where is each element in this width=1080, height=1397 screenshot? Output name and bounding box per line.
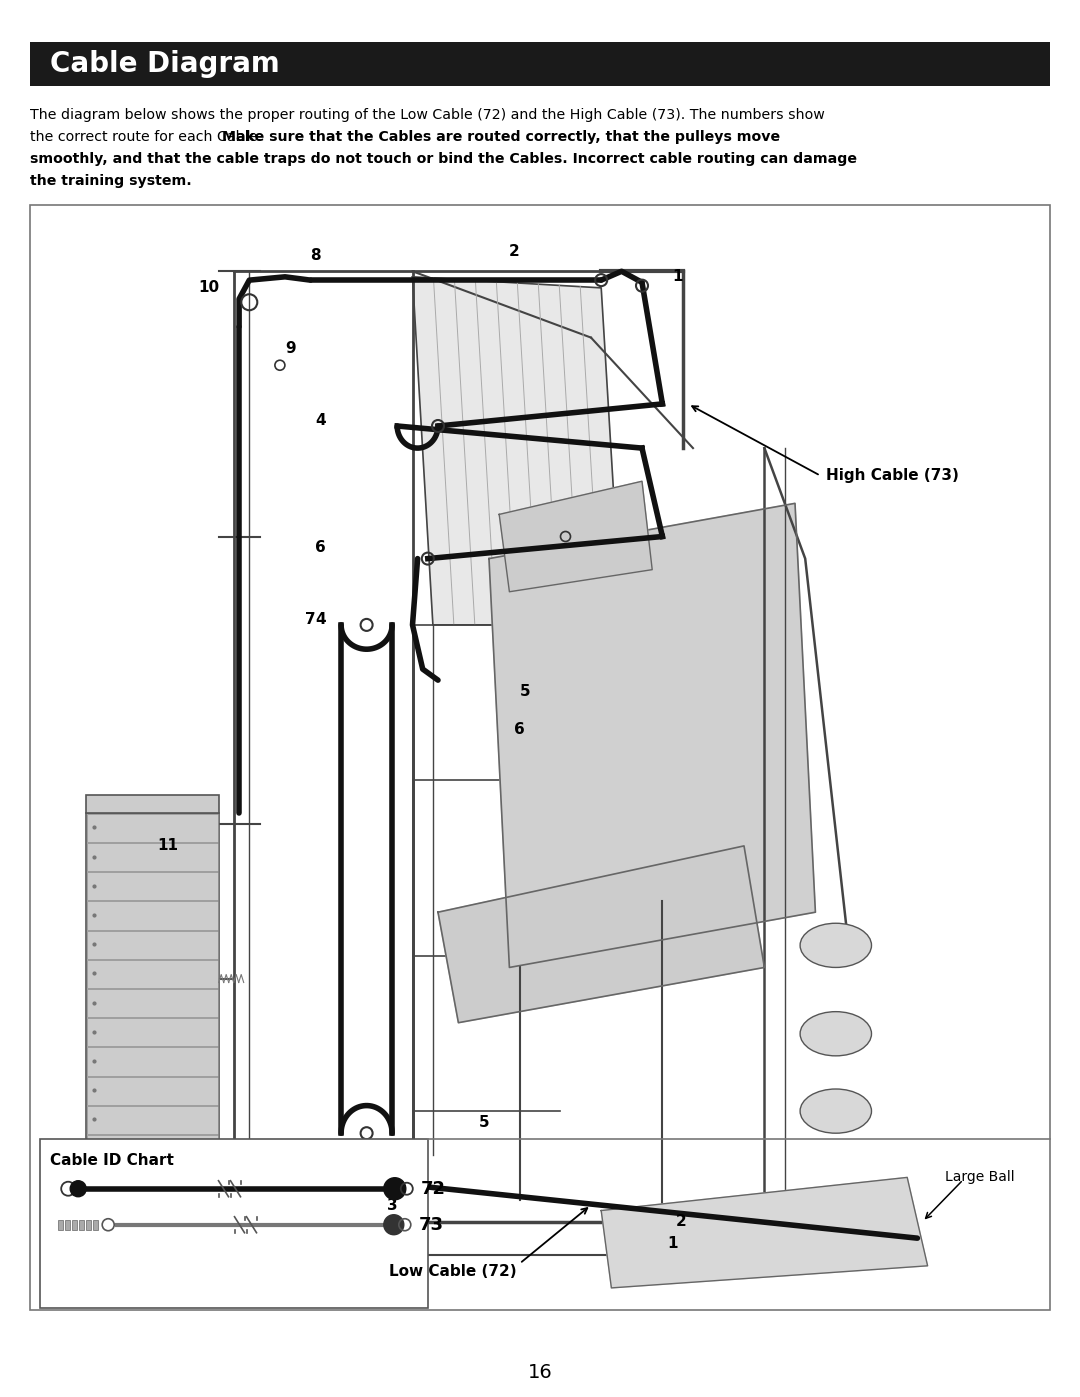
Text: 3: 3 bbox=[387, 1197, 397, 1213]
Bar bbox=[72, 1220, 77, 1229]
Text: 2: 2 bbox=[509, 244, 519, 258]
Bar bbox=[40, 1139, 428, 1308]
Text: Cable ID Chart: Cable ID Chart bbox=[50, 1153, 174, 1168]
Ellipse shape bbox=[800, 923, 872, 968]
Text: the training system.: the training system. bbox=[30, 175, 192, 189]
Circle shape bbox=[70, 1180, 86, 1197]
Text: 11: 11 bbox=[158, 838, 178, 854]
Bar bbox=[86, 795, 218, 813]
Polygon shape bbox=[499, 481, 652, 592]
Bar bbox=[87, 989, 218, 1017]
Bar bbox=[79, 1220, 84, 1229]
Bar bbox=[87, 960, 218, 988]
Polygon shape bbox=[602, 1178, 928, 1288]
Text: 9: 9 bbox=[285, 341, 296, 356]
Text: 8: 8 bbox=[310, 249, 321, 263]
Ellipse shape bbox=[800, 1090, 872, 1133]
Bar bbox=[87, 1077, 218, 1105]
Text: 7: 7 bbox=[306, 612, 315, 627]
Text: 72: 72 bbox=[421, 1179, 446, 1197]
Bar bbox=[65, 1220, 70, 1229]
Text: 6: 6 bbox=[315, 541, 326, 555]
Bar bbox=[87, 1018, 218, 1046]
Text: 16: 16 bbox=[528, 1362, 552, 1382]
Text: 1: 1 bbox=[667, 1236, 678, 1252]
Bar bbox=[58, 1220, 64, 1229]
Text: 6: 6 bbox=[514, 722, 525, 738]
Text: 5: 5 bbox=[519, 683, 530, 698]
Polygon shape bbox=[489, 503, 815, 968]
Text: 1: 1 bbox=[673, 270, 683, 285]
Text: Large Ball: Large Ball bbox=[945, 1171, 1014, 1185]
Bar bbox=[87, 813, 218, 842]
Text: Make sure that the Cables are routed correctly, that the pulleys move: Make sure that the Cables are routed cor… bbox=[222, 130, 780, 144]
Polygon shape bbox=[438, 847, 765, 1023]
Bar bbox=[87, 1106, 218, 1134]
Text: Low Cable (72): Low Cable (72) bbox=[390, 1264, 517, 1278]
Bar bbox=[87, 842, 218, 872]
Bar bbox=[87, 1134, 218, 1164]
Text: 4: 4 bbox=[315, 612, 326, 627]
Text: 2: 2 bbox=[675, 1214, 686, 1229]
Bar bbox=[93, 1220, 98, 1229]
Bar bbox=[87, 872, 218, 900]
Text: the correct route for each Cable.: the correct route for each Cable. bbox=[30, 130, 267, 144]
Text: The diagram below shows the proper routing of the Low Cable (72) and the High Ca: The diagram below shows the proper routi… bbox=[30, 108, 825, 122]
Text: 73: 73 bbox=[419, 1215, 444, 1234]
Bar bbox=[86, 1220, 91, 1229]
Bar bbox=[87, 901, 218, 929]
Text: 4: 4 bbox=[315, 414, 326, 427]
Circle shape bbox=[383, 1215, 404, 1235]
Bar bbox=[87, 1193, 218, 1221]
Ellipse shape bbox=[800, 1011, 872, 1056]
Bar bbox=[86, 813, 218, 1221]
Bar bbox=[87, 1048, 218, 1076]
Text: smoothly, and that the cable traps do not touch or bind the Cables. Incorrect ca: smoothly, and that the cable traps do no… bbox=[30, 152, 858, 166]
Bar bbox=[87, 930, 218, 958]
Text: Cable Diagram: Cable Diagram bbox=[50, 50, 280, 78]
Bar bbox=[30, 42, 1050, 87]
Text: High Cable (73): High Cable (73) bbox=[825, 468, 958, 483]
Bar bbox=[30, 205, 1050, 1310]
Circle shape bbox=[383, 1178, 406, 1200]
Bar bbox=[87, 1164, 218, 1193]
Text: 5: 5 bbox=[478, 1115, 489, 1130]
Polygon shape bbox=[413, 277, 622, 624]
Text: 10: 10 bbox=[198, 281, 219, 295]
